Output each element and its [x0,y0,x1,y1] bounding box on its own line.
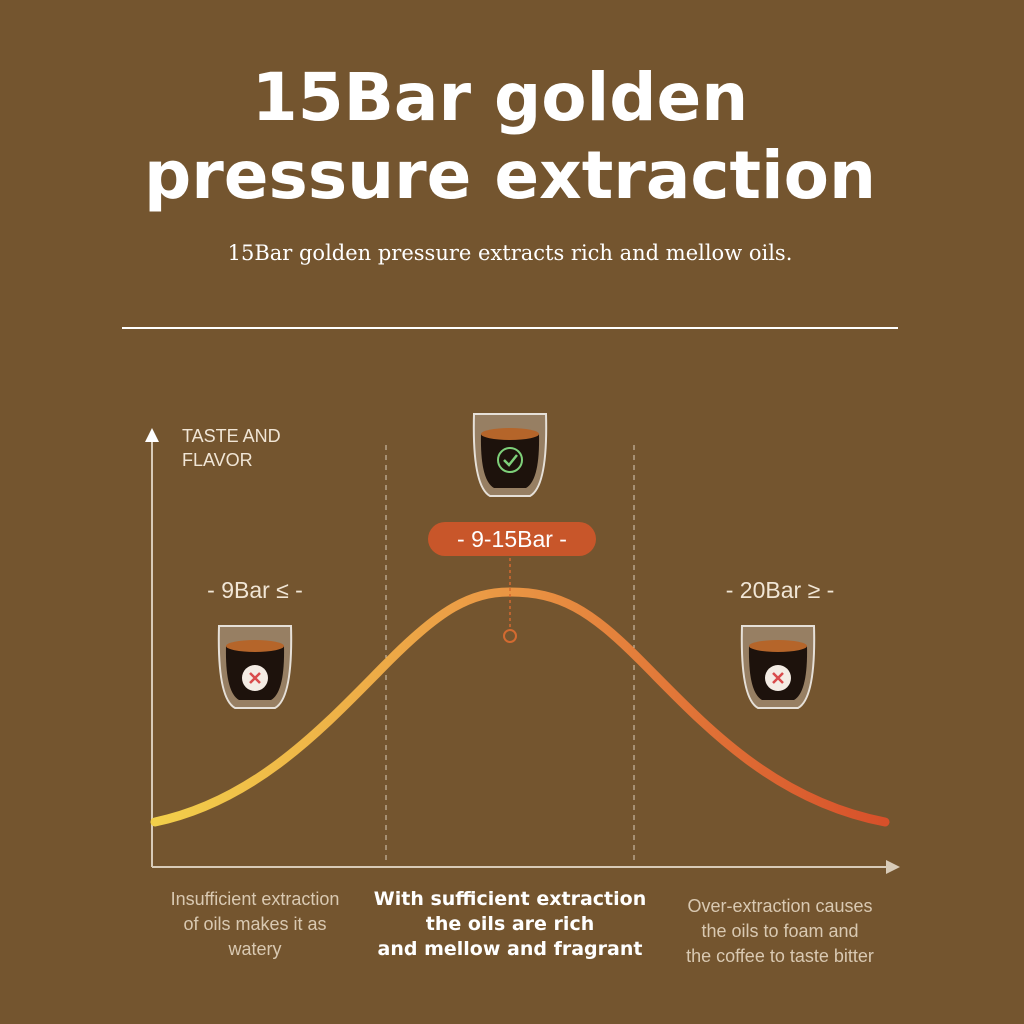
zone-label: - 20Bar ≥ - [726,577,835,603]
axis-label: TASTE AND [182,426,281,446]
zone-label: - 9-15Bar - [457,526,567,552]
zone-description: the coffee to taste bitter [686,946,874,966]
axis-arrow [886,860,900,874]
zone-label: - 9Bar ≤ - [207,577,303,603]
pin-dot [503,629,517,643]
zone-description: Insufficient extraction [171,889,340,909]
zone-description: With sufficient extraction [374,888,646,910]
zone-description: the oils are rich [426,913,594,935]
zone-description: watery [227,939,281,959]
zone-description: Over-extraction causes [687,896,872,916]
zone-description: the oils to foam and [701,921,858,941]
cup-good [472,413,548,497]
curve [150,587,890,827]
subtitle: 15Bar golden pressure extracts rich and … [228,241,793,265]
axis-arrow [145,428,159,442]
axis-label: FLAVOR [182,450,253,470]
zone-pill [428,522,596,556]
cup-bad [217,625,293,709]
title-line: pressure extraction [144,137,876,214]
cup-bad [740,625,816,709]
zone-description: of oils makes it as [183,914,326,934]
zone-description: and mellow and fragrant [378,938,643,960]
title-line: 15Bar golden [252,59,748,136]
